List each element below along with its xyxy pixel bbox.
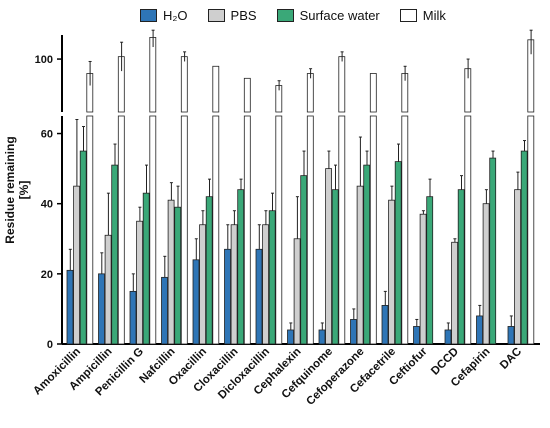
bar-pbs-dicloxacillin	[262, 224, 270, 345]
y-tick-label: 100	[35, 54, 53, 66]
bar-surface-water-cefoperazone	[363, 164, 371, 345]
bar-h2o-cloxacillin	[224, 248, 231, 345]
bar-surface-water-cloxacillin	[237, 189, 245, 345]
bar-surface-water-cephalexin	[300, 175, 308, 345]
bar-h2o-nafcillin	[161, 276, 168, 345]
bar-h2o-cefoperazone	[350, 319, 357, 345]
bar-milk-lower-cephalexin	[306, 115, 314, 345]
bar-surface-water-penicillin-g	[142, 192, 150, 345]
bar-milk-lower-cefoperazone	[369, 115, 377, 345]
bar-pbs-oxacillin	[199, 224, 207, 345]
y-tick-label: 20	[41, 269, 53, 281]
bar-surface-water-cefapirin	[489, 157, 497, 345]
legend-swatch-pbs	[207, 8, 225, 22]
bar-h2o-cefacetrile	[381, 305, 389, 345]
legend-swatch-surface-water	[276, 8, 294, 22]
bar-milk-upper-cefoperazone	[369, 73, 377, 113]
bar-h2o-dicloxacillin	[255, 248, 263, 345]
bar-surface-water-amoxicillin	[79, 150, 87, 345]
bar-milk-upper-cloxacillin	[243, 77, 251, 113]
bar-pbs-ampicillin	[104, 234, 112, 345]
bar-surface-water-cefquinome	[331, 189, 339, 345]
bar-milk-lower-oxacillin	[212, 115, 220, 345]
bar-h2o-dccd	[444, 329, 452, 345]
bar-h2o-cephalexin	[287, 329, 294, 345]
legend-label-h2o: H₂O	[163, 7, 188, 23]
legend-swatch-h2o	[140, 8, 157, 22]
bar-pbs-nafcillin	[167, 199, 175, 345]
bar-milk-lower-amoxicillin	[86, 115, 94, 345]
bar-h2o-penicillin-g	[129, 290, 137, 345]
bar-h2o-cefapirin	[476, 315, 483, 345]
bar-milk-lower-dicloxacillin	[275, 115, 283, 345]
legend-swatch-milk	[399, 8, 417, 22]
x-tick-label-dac: DAC	[498, 346, 524, 372]
bar-milk-lower-nafcillin	[180, 115, 188, 345]
bar-pbs-cefquinome	[325, 168, 333, 345]
bar-surface-water-dac	[520, 150, 528, 345]
y-axis-title-unit: [%]	[17, 181, 31, 200]
legend: H₂O PBS Surface water Milk	[140, 4, 466, 26]
bar-surface-water-ceftiofur	[426, 196, 434, 345]
bar-h2o-ampicillin	[98, 273, 105, 345]
bar-pbs-cloxacillin	[230, 224, 238, 345]
bar-milk-upper-oxacillin	[212, 65, 220, 113]
bar-h2o-oxacillin	[192, 259, 200, 345]
bar-pbs-cefapirin	[482, 203, 490, 345]
bar-pbs-ceftiofur	[419, 213, 427, 345]
bar-milk-lower-cloxacillin	[243, 115, 251, 345]
legend-item-milk: Milk	[399, 7, 446, 23]
legend-item-surface-water: Surface water	[276, 7, 380, 23]
bar-pbs-dac	[514, 189, 521, 345]
bar-h2o-cefquinome	[318, 329, 326, 345]
bar-milk-lower-dccd	[464, 115, 472, 345]
y-axis-title: Residue remaining	[3, 136, 17, 243]
bar-pbs-cephalexin	[293, 238, 301, 345]
y-tick-label: 0	[47, 339, 53, 351]
bar-pbs-dccd	[451, 241, 459, 345]
legend-item-h2o: H₂O	[140, 8, 188, 23]
bar-h2o-ceftiofur	[413, 326, 420, 345]
y-tick-label: 40	[41, 199, 53, 211]
legend-label-pbs: PBS	[230, 7, 257, 23]
bar-milk-upper-cephalexin	[306, 73, 314, 113]
bar-milk-lower-penicillin-g	[149, 115, 157, 345]
bar-pbs-cefacetrile	[388, 199, 396, 345]
bar-surface-water-dccd	[457, 189, 465, 345]
bar-surface-water-oxacillin	[205, 196, 213, 345]
bar-milk-upper-cefquinome	[338, 56, 346, 113]
bar-milk-lower-dac	[527, 115, 535, 345]
legend-label-milk: Milk	[422, 7, 446, 23]
bar-milk-lower-cefacetrile	[401, 115, 409, 345]
bar-pbs-penicillin-g	[136, 220, 144, 345]
bar-milk-lower-cefquinome	[338, 115, 346, 345]
bar-h2o-dac	[507, 326, 515, 345]
bar-pbs-cefoperazone	[356, 185, 364, 345]
bar-milk-upper-nafcillin	[180, 56, 188, 113]
bar-surface-water-ampicillin	[111, 164, 119, 345]
bar-pbs-amoxicillin	[73, 185, 80, 345]
legend-label-surface-water: Surface water	[299, 7, 380, 23]
legend-item-pbs: PBS	[207, 7, 257, 23]
bar-surface-water-dicloxacillin	[268, 210, 276, 345]
y-tick-label: 60	[41, 129, 53, 141]
bar-h2o-amoxicillin	[66, 269, 74, 345]
bar-milk-lower-ampicillin	[117, 115, 125, 345]
bar-milk-upper-penicillin-g	[149, 37, 157, 113]
bar-surface-water-nafcillin	[174, 206, 182, 345]
bar-surface-water-cefacetrile	[394, 161, 402, 345]
